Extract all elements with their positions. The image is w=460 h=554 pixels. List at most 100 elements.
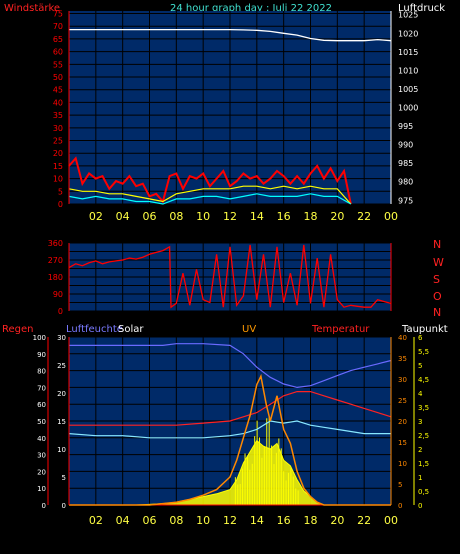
solar-hour-label: 02: [89, 514, 103, 527]
solar-hour-label: 14: [250, 514, 264, 527]
regen-tick-label: 80: [37, 368, 46, 376]
direction-label-o: O: [433, 290, 442, 303]
pressure-tick-label: 1015: [398, 48, 418, 57]
direction-tick-label: 0: [58, 307, 63, 316]
wind-hour-label: 04: [116, 210, 130, 223]
temp-tick-label: 25: [398, 397, 407, 405]
pressure-line: [69, 28, 392, 42]
solar-hour-label: 18: [304, 514, 318, 527]
header-right-label: Luftdruck: [398, 3, 445, 14]
wind-hour-label: 12: [223, 210, 237, 223]
direction-label-s: S: [433, 273, 440, 286]
wind-tick-label: 65: [53, 35, 63, 44]
header-left-label: Windstärke: [4, 3, 60, 14]
luftfeuchte-tick-label: 25: [57, 362, 66, 370]
wind-hour-label: 02: [89, 210, 103, 223]
pressure-tick-label: 1010: [398, 66, 418, 75]
label-regen: Regen: [2, 324, 34, 335]
temp-tick-label: 10: [398, 460, 407, 468]
uv-tick-label: 2,5: [418, 432, 429, 440]
uv-tick-label: 0,5: [418, 488, 429, 496]
wind-tick-label: 5: [58, 187, 63, 196]
wind-hour-label: 22: [357, 210, 371, 223]
direction-line: [68, 244, 392, 309]
wind-tick-label: 0: [58, 200, 63, 209]
pressure-tick-label: 990: [398, 141, 413, 150]
wind-hour-label: 20: [330, 210, 344, 223]
regen-tick-label: 20: [37, 468, 46, 476]
direction-label-w: W: [433, 256, 444, 269]
solar-hour-label: 16: [277, 514, 291, 527]
regen-tick-label: 60: [37, 401, 46, 409]
direction-label-n1: N: [433, 238, 441, 251]
wind-hour-label: 16: [277, 210, 291, 223]
luftfeuchte-tick-label: 10: [57, 446, 66, 454]
temperature-line: [69, 391, 392, 426]
uv-tick-label: 5,5: [418, 348, 429, 356]
regen-tick-label: 100: [33, 334, 46, 342]
regen-tick-label: 90: [37, 351, 46, 359]
luftfeuchte-tick-label: 0: [62, 502, 66, 510]
direction-tick-label: 180: [48, 273, 63, 282]
uv-tick-label: 4,5: [418, 376, 429, 384]
wind-tick-label: 45: [53, 86, 63, 95]
temp-tick-label: 40: [398, 334, 407, 342]
luftfeuchte-tick-label: 15: [57, 418, 66, 426]
uv-tick-label: 5: [418, 362, 422, 370]
solar-hour-label: 20: [330, 514, 344, 527]
uv-tick-label: 0: [418, 502, 422, 510]
uv-tick-label: 3,5: [418, 404, 429, 412]
wind-avg-line: [68, 185, 352, 205]
temp-tick-label: 35: [398, 355, 407, 363]
solar-hour-label: 10: [196, 514, 210, 527]
wind-hour-label: 08: [169, 210, 183, 223]
luftfeuchte-tick-label: 30: [57, 334, 66, 342]
direction-tick-label: 270: [48, 256, 63, 265]
temp-tick-label: 30: [398, 376, 407, 384]
wind-hour-label: 00: [384, 210, 398, 223]
solar-hour-label: 04: [116, 514, 130, 527]
label-luftfeuchte: Luftfeuchte: [66, 324, 123, 335]
wind-speed-line: [68, 193, 352, 205]
regen-tick-label: 0: [42, 502, 46, 510]
uv-tick-label: 4: [418, 390, 423, 398]
pressure-tick-label: 980: [398, 178, 413, 187]
luftfeuchte-tick-label: 20: [57, 390, 66, 398]
label-solar: Solar: [118, 324, 144, 335]
wind-hour-label: 14: [250, 210, 264, 223]
temp-tick-label: 0: [398, 502, 402, 510]
label-taupunkt: Taupunkt: [401, 324, 448, 335]
wind-hour-label: 18: [304, 210, 318, 223]
pressure-tick-label: 995: [398, 122, 413, 131]
wind-hour-label: 06: [143, 210, 157, 223]
regen-tick-label: 50: [37, 418, 46, 426]
pressure-tick-label: 975: [398, 196, 413, 205]
wind-tick-label: 15: [53, 162, 63, 171]
wind-tick-label: 55: [53, 60, 63, 69]
uv-tick-label: 6: [418, 334, 423, 342]
wind-tick-label: 40: [53, 98, 63, 107]
pressure-tick-label: 985: [398, 159, 413, 168]
wind-tick-label: 70: [53, 22, 63, 31]
wind-tick-label: 20: [53, 149, 63, 158]
temp-tick-label: 15: [398, 439, 407, 447]
regen-tick-label: 70: [37, 384, 46, 392]
temp-tick-label: 20: [398, 418, 407, 426]
wind-tick-label: 25: [53, 137, 63, 146]
uv-tick-label: 1: [418, 474, 422, 482]
regen-tick-label: 30: [37, 452, 46, 460]
pressure-tick-label: 1025: [398, 11, 418, 20]
regen-tick-label: 10: [37, 485, 46, 493]
direction-label-n2: N: [433, 306, 441, 319]
wind-tick-label: 10: [53, 175, 63, 184]
solar-hour-label: 08: [169, 514, 183, 527]
solar-hour-label: 12: [223, 514, 237, 527]
wind-gust-line: [68, 156, 352, 205]
wind-tick-label: 60: [53, 48, 63, 57]
direction-tick-label: 360: [48, 239, 63, 248]
pressure-tick-label: 1000: [398, 104, 418, 113]
uv-tick-label: 2: [418, 446, 422, 454]
pressure-tick-label: 1005: [398, 85, 418, 94]
uv-line: [69, 373, 391, 506]
